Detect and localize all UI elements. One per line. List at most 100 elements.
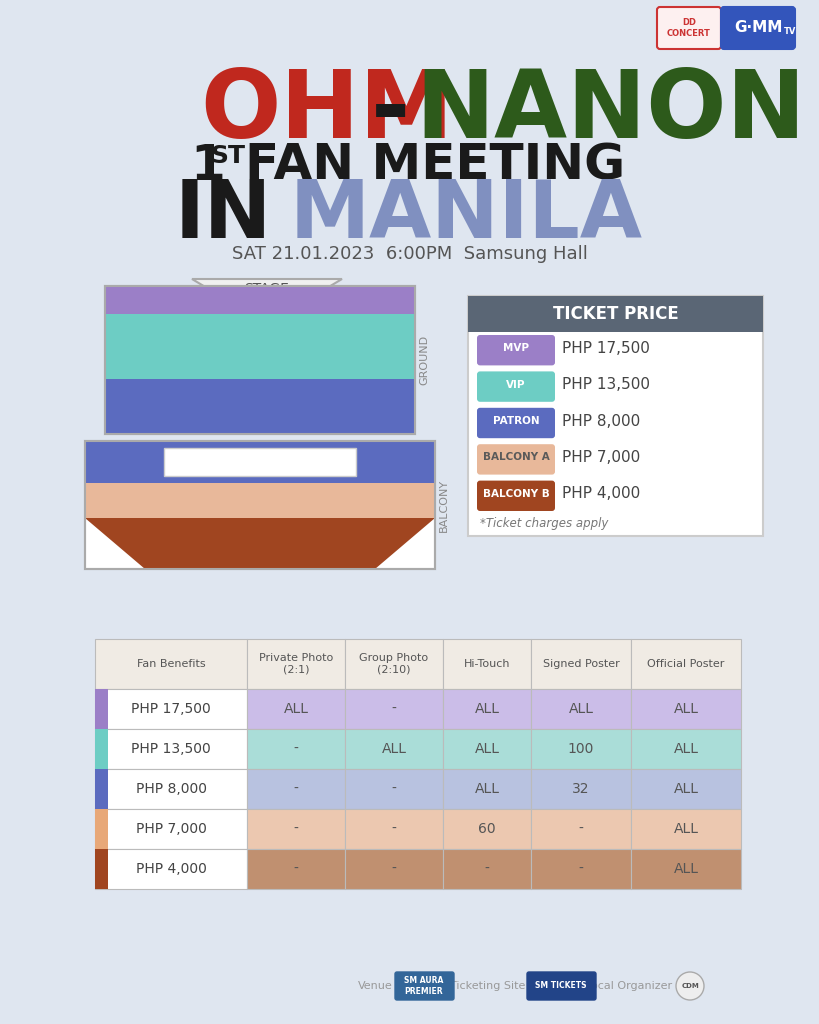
Bar [631,689,741,729]
Text: Signed Poster: Signed Poster [543,659,619,669]
Bar [443,849,531,889]
Bar [631,639,741,689]
Text: Official Poster: Official Poster [647,659,725,669]
Text: OHM: OHM [200,66,454,158]
Bar [85,441,435,483]
Text: GROUND: GROUND [419,335,429,385]
Bar [164,449,356,476]
Text: PHP 4,000: PHP 4,000 [562,486,640,502]
Text: BALCONY B: BALCONY B [482,488,550,499]
Bar [95,689,108,729]
Text: -: - [485,862,490,876]
Bar [631,729,741,769]
Bar [468,296,763,332]
Text: VIP: VIP [506,380,526,389]
Bar [443,689,531,729]
FancyBboxPatch shape [477,335,555,366]
Text: PHP 4,000: PHP 4,000 [136,862,206,876]
Text: PATRON: PATRON [493,416,540,426]
Bar [105,314,415,379]
Text: -: - [293,742,298,756]
Bar [531,639,631,689]
Text: ALL: ALL [673,862,699,876]
Bar [345,639,443,689]
Text: FAN MEETING: FAN MEETING [245,142,625,190]
Bar [345,849,443,889]
Text: -: - [578,822,583,836]
Text: Private Photo
(2:1): Private Photo (2:1) [259,653,333,675]
Text: ST: ST [210,144,245,168]
Bar [95,729,108,769]
Text: ALL: ALL [673,702,699,716]
Bar [443,809,531,849]
Bar [631,849,741,889]
Text: PHP 8,000: PHP 8,000 [135,782,206,796]
Text: TICKET PRICE: TICKET PRICE [553,305,678,323]
Bar [105,286,415,434]
Bar [95,849,108,889]
FancyBboxPatch shape [527,972,596,1000]
Bar [95,689,247,729]
Bar [105,286,415,434]
Bar [247,689,345,729]
Bar [95,849,247,889]
Text: 1: 1 [190,142,225,190]
FancyBboxPatch shape [395,972,454,1000]
Bar [345,809,443,849]
Text: IN: IN [175,177,272,255]
Text: 100: 100 [568,742,595,756]
Bar [247,769,345,809]
Bar [531,769,631,809]
Text: 32: 32 [572,782,590,796]
Bar [345,689,443,729]
Text: PHP 7,000: PHP 7,000 [562,450,640,465]
Text: SM AURA
PREMIER: SM AURA PREMIER [405,976,444,995]
Text: BALCONY A: BALCONY A [482,453,550,463]
Text: MVP: MVP [503,343,529,353]
Polygon shape [85,518,435,569]
Text: Group Photo
(2:10): Group Photo (2:10) [360,653,428,675]
Text: Venue: Venue [358,981,393,991]
Text: BALCONY: BALCONY [439,478,449,531]
Text: ALL: ALL [673,822,699,836]
Bar [105,286,415,314]
Bar [85,441,435,569]
Text: ALL: ALL [474,702,500,716]
FancyBboxPatch shape [657,7,721,49]
Text: CDM: CDM [681,983,699,989]
Bar [95,809,108,849]
Circle shape [676,972,704,1000]
Text: Hi-Touch: Hi-Touch [464,659,510,669]
Text: DD
CONCERT: DD CONCERT [667,18,711,38]
Text: PHP 17,500: PHP 17,500 [562,341,649,355]
Text: -: - [578,862,583,876]
Bar [85,483,435,518]
Bar [443,769,531,809]
Text: ALL: ALL [474,742,500,756]
FancyBboxPatch shape [721,7,795,49]
Text: PHP 17,500: PHP 17,500 [131,702,210,716]
Bar [631,809,741,849]
FancyBboxPatch shape [477,372,555,401]
Bar [345,769,443,809]
Text: SM TICKETS: SM TICKETS [536,981,586,990]
Bar [631,769,741,809]
Bar [247,729,345,769]
Bar [247,849,345,889]
Bar [531,689,631,729]
FancyBboxPatch shape [477,408,555,438]
Bar [531,729,631,769]
Text: Local Organizer: Local Organizer [585,981,672,991]
Text: -: - [370,66,410,158]
Text: *Ticket charges apply: *Ticket charges apply [480,516,609,529]
Bar [531,849,631,889]
Bar [468,296,763,536]
FancyBboxPatch shape [477,480,555,511]
Bar [95,729,247,769]
Bar [531,809,631,849]
Bar [95,769,108,809]
Text: G·MM: G·MM [734,20,782,36]
Text: MANILA: MANILA [290,177,643,255]
Text: -: - [293,862,298,876]
Text: -: - [391,702,396,716]
